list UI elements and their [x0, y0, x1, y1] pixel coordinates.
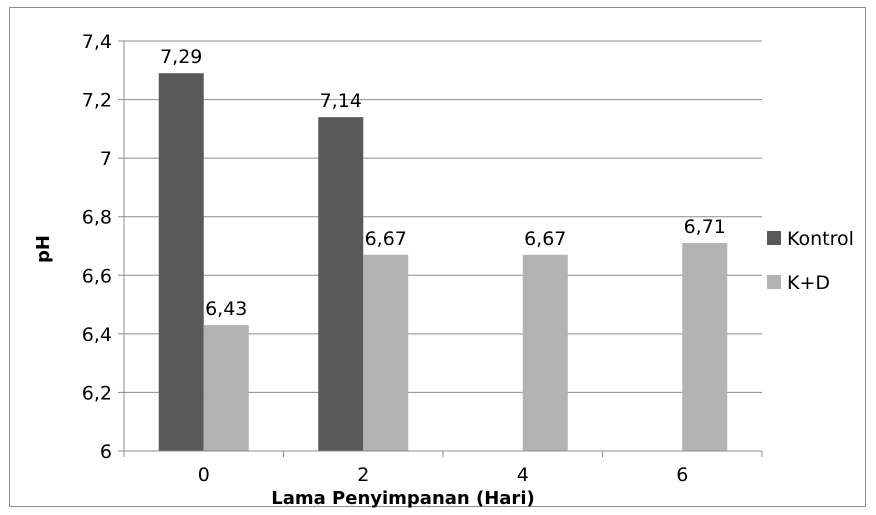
y-tick-label: 7,4 — [82, 31, 112, 53]
y-tick-label: 6,4 — [82, 324, 112, 346]
bar-k-d — [682, 243, 728, 451]
bar-k-d — [522, 254, 568, 451]
y-tick-label: 7 — [100, 148, 112, 170]
y-tick-label: 6,6 — [82, 265, 112, 287]
legend-swatch — [767, 275, 781, 289]
legend-label: Kontrol — [787, 228, 854, 250]
x-axis-title: Lama Penyimpanan (Hari) — [271, 488, 534, 509]
x-tick-label: 2 — [357, 464, 369, 486]
data-label: 6,67 — [524, 228, 566, 250]
y-tick-label: 6 — [100, 441, 112, 463]
bars — [158, 73, 728, 452]
data-label: 7,29 — [160, 46, 202, 68]
y-tick-label: 6,2 — [82, 382, 112, 404]
y-tick-label: 7,2 — [82, 90, 112, 112]
y-tick-labels: 6 6,2 6,4 6,6 6,8 7 7,2 7,4 — [82, 31, 112, 463]
bar-kontrol — [318, 117, 364, 452]
legend-label: K+D — [787, 272, 830, 294]
y-tick-label: 6,8 — [82, 207, 112, 229]
data-label: 6,67 — [365, 228, 407, 250]
x-tick-label: 4 — [517, 464, 529, 486]
bar-kontrol — [158, 73, 204, 451]
legend-swatch — [767, 231, 781, 245]
legend: Kontrol K+D — [767, 228, 854, 294]
data-label: 6,43 — [205, 298, 247, 320]
axes — [118, 40, 763, 457]
y-axis-title: pH — [33, 235, 54, 263]
bar-k-d — [203, 325, 249, 451]
x-tick-label: 0 — [198, 464, 210, 486]
x-tick-label: 6 — [676, 464, 688, 486]
x-tick-labels: 0 2 4 6 — [198, 464, 689, 486]
data-label: 6,71 — [684, 216, 726, 238]
bar-k-d — [363, 254, 409, 451]
data-labels: 7,29 7,14 6,43 6,67 6,67 6,71 — [160, 46, 726, 320]
data-label: 7,14 — [320, 90, 362, 112]
